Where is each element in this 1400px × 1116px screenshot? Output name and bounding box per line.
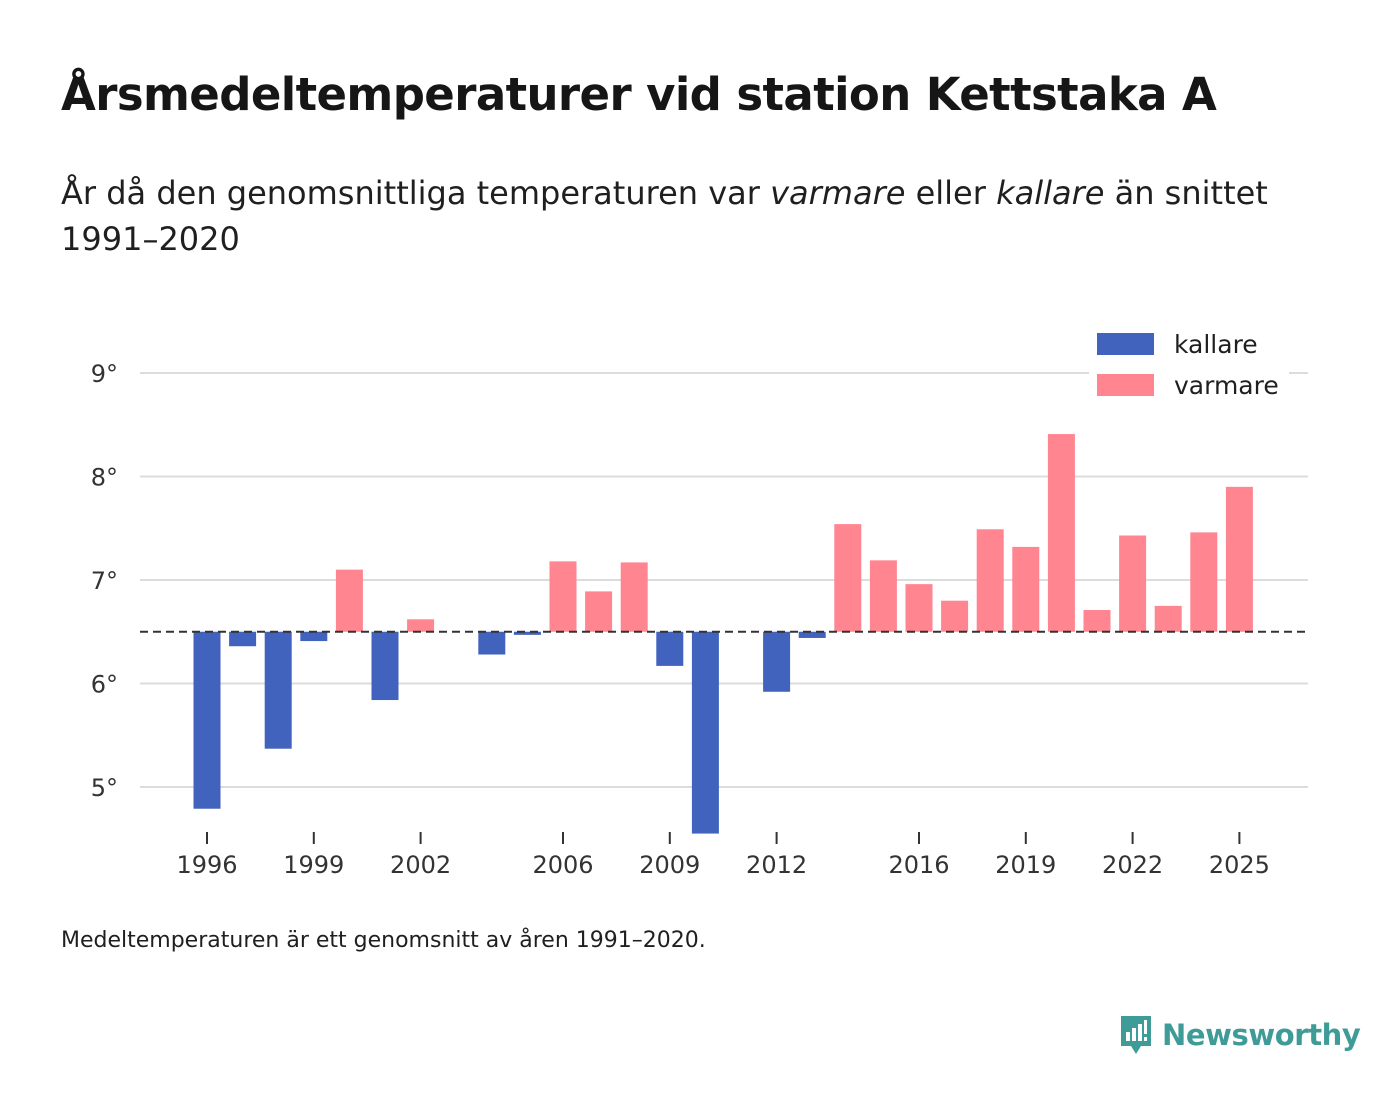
bar-2007	[585, 591, 613, 632]
legend-label-colder: kallare	[1174, 330, 1258, 359]
bar-chart: 5° 6° 7° 8° 9° 1996 1999 2002 2006 2009 2012 2016 20…	[90, 330, 1308, 879]
bar-2014	[834, 524, 862, 632]
y-tick-label: 5°	[91, 774, 118, 802]
subtitle-text-2: eller	[905, 174, 997, 212]
x-tick-label: 2022	[1102, 851, 1163, 879]
bar-2001	[371, 631, 399, 701]
bar-2018	[976, 529, 1004, 632]
x-tick-label: 2006	[532, 851, 593, 879]
bar-2017	[941, 600, 969, 632]
bar-2010	[691, 631, 719, 834]
subtitle-warm-word: varmare	[770, 174, 906, 212]
x-tick-label: 2012	[746, 851, 807, 879]
x-tick-label: 2025	[1209, 851, 1270, 879]
bar-2005	[513, 631, 541, 635]
chart-title: Årsmedeltemperaturer vid station Kettsta…	[61, 68, 1217, 121]
x-tick-label: 2019	[995, 851, 1056, 879]
legend-swatch-colder	[1097, 333, 1154, 355]
y-tick-label: 7°	[91, 567, 118, 595]
x-tick-label: 2009	[639, 851, 700, 879]
bar-2002	[407, 619, 435, 632]
bar-2024	[1190, 532, 1218, 632]
bar-1996	[193, 631, 221, 809]
x-tick-label: 2002	[390, 851, 451, 879]
bar-2016	[905, 584, 933, 632]
bar-2022	[1119, 535, 1147, 632]
x-tick-label: 1999	[283, 851, 344, 879]
bar-2008	[620, 562, 648, 632]
bar-2023	[1154, 605, 1182, 632]
bar-2025	[1225, 486, 1253, 632]
bar-2020	[1047, 434, 1075, 632]
bar-1998	[264, 631, 292, 749]
bar-2004	[478, 631, 506, 655]
bar-2019	[1012, 546, 1040, 632]
y-tick-label: 8°	[91, 464, 118, 492]
legend-label-warmer: varmare	[1174, 371, 1279, 400]
x-tick-label: 1996	[176, 851, 237, 879]
bar-1997	[229, 631, 257, 647]
bar-2006	[549, 561, 577, 632]
bar-2013	[798, 631, 826, 638]
newsworthy-logo-icon	[1121, 1016, 1151, 1054]
bar-2015	[869, 560, 897, 632]
chart-subtitle: År då den genomsnittliga temperaturen va…	[61, 170, 1281, 262]
y-tick-label: 6°	[91, 671, 118, 699]
y-tick-label: 9°	[91, 360, 118, 388]
bar-1999	[300, 631, 328, 642]
x-tick-label: 2016	[888, 851, 949, 879]
subtitle-cold-word: kallare	[996, 174, 1105, 212]
subtitle-text-1: År då den genomsnittliga temperaturen va…	[61, 174, 771, 212]
bar-2012	[763, 631, 791, 692]
bar-2000	[335, 569, 363, 632]
footnote: Medeltemperaturen är ett genomsnitt av å…	[61, 928, 706, 953]
subtitle-text-3: än snittet 1991–2020	[61, 174, 1268, 258]
newsworthy-logo: Newsworthy	[1118, 1010, 1361, 1060]
legend-swatch-warmer	[1097, 374, 1154, 396]
brand-name: Newsworthy	[1162, 1018, 1361, 1052]
bar-2009	[656, 631, 684, 666]
bar-2021	[1083, 610, 1111, 632]
